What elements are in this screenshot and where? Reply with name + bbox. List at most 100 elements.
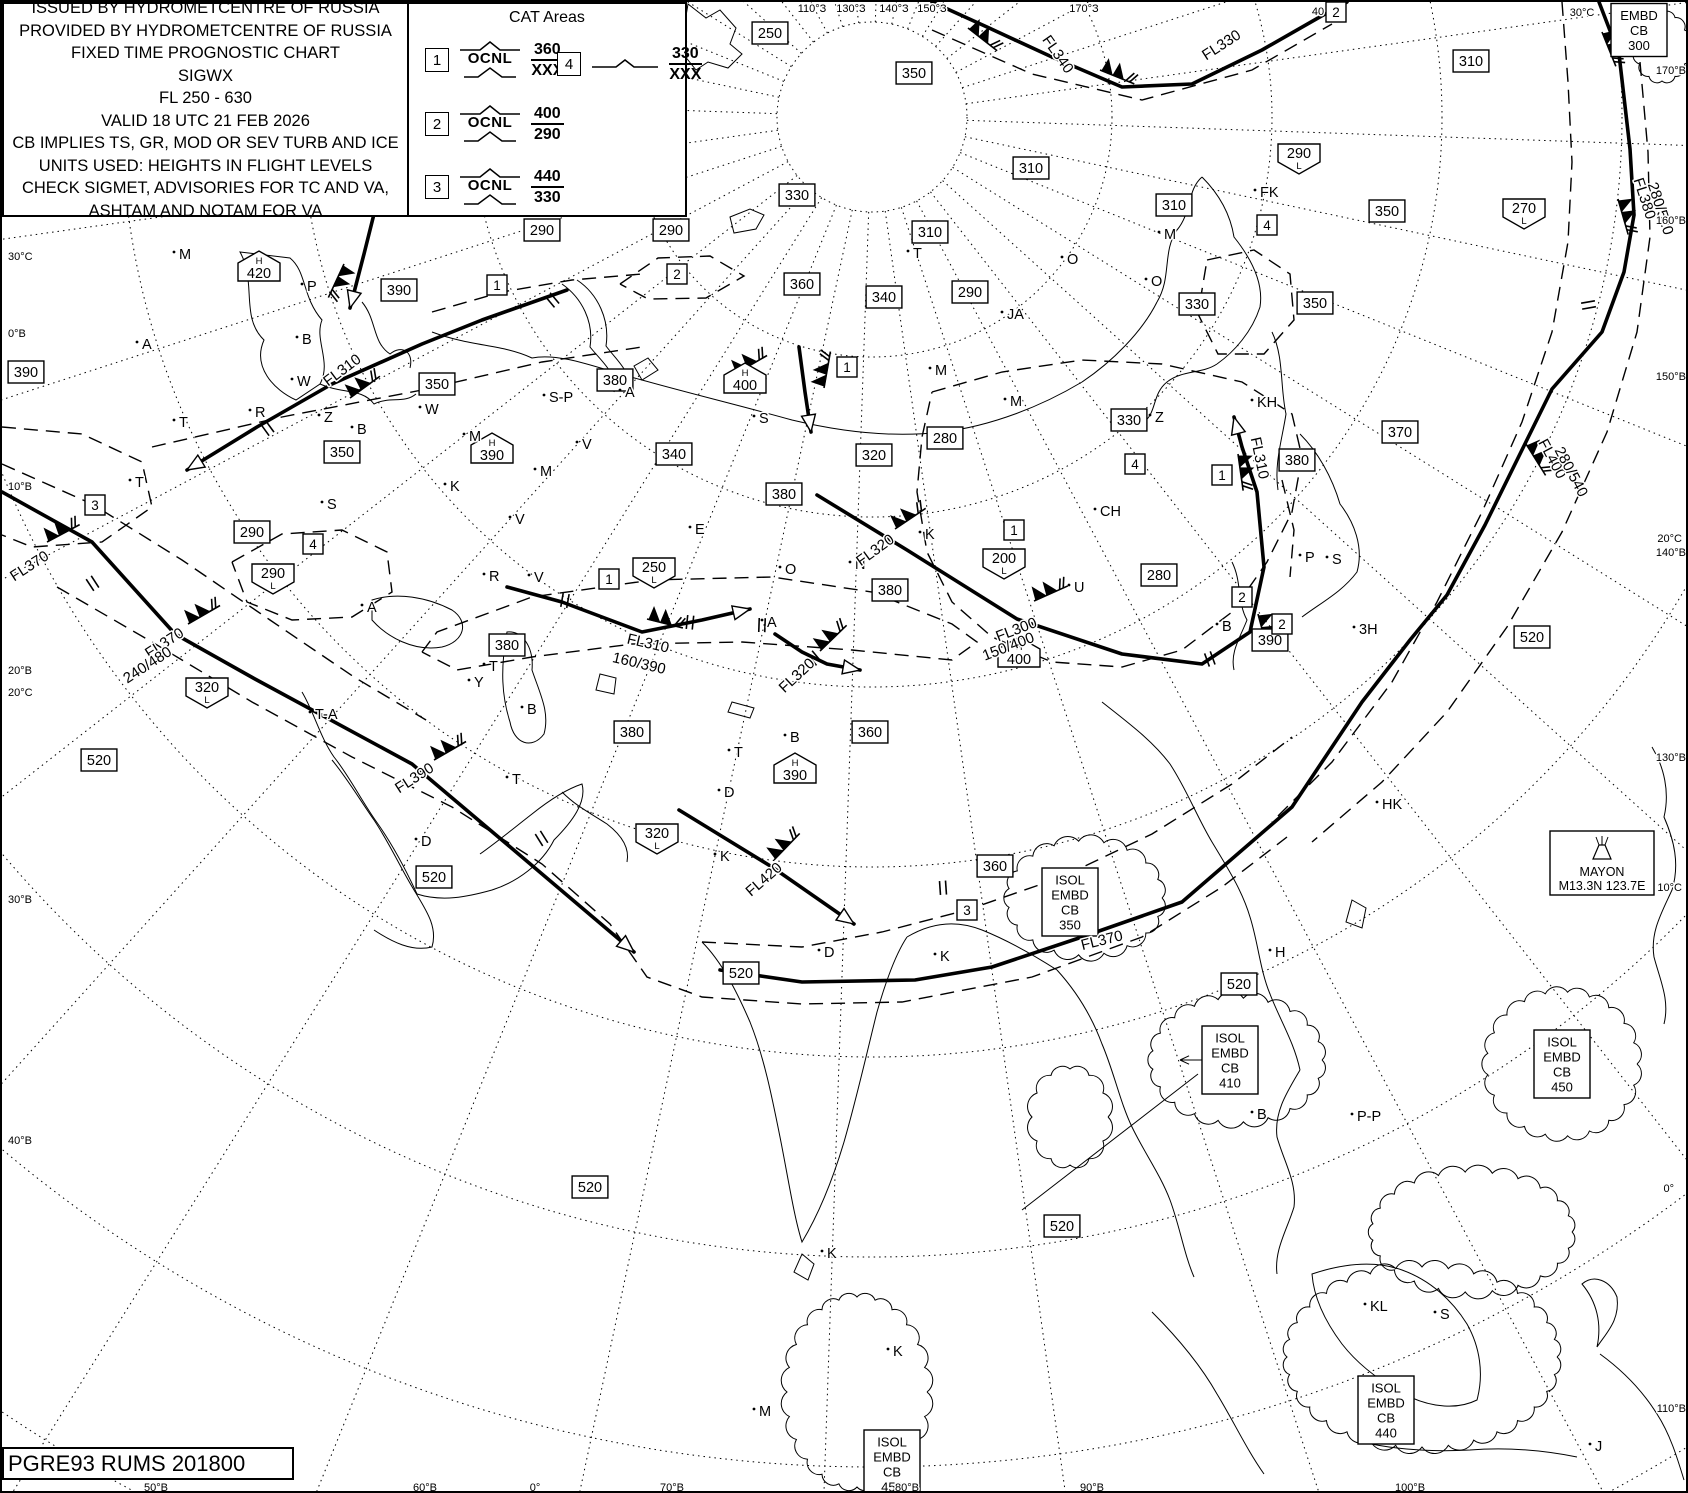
cat-boundary — [56, 586, 1288, 1005]
cat-area-number-box — [1124, 453, 1146, 475]
point-label: P — [1305, 550, 1315, 566]
trop-high-letter: H — [742, 368, 749, 379]
trop-low-letter: L — [1001, 566, 1006, 577]
point-label: Y — [474, 675, 484, 691]
trop-low-letter: L — [204, 695, 209, 706]
cat-area-number: 1 — [843, 360, 851, 375]
cat-areas-legend: CAT Areas 1 OCNL 360 XXX 4 330 XXX 2 — [407, 2, 702, 217]
cat-area-number-box — [1256, 214, 1278, 236]
point-marker — [1325, 555, 1329, 559]
pennant-icon — [1621, 210, 1637, 225]
jet-stream — [2, 490, 636, 954]
point-label: W — [297, 374, 311, 390]
title-line: CHECK SIGMET, ADVISORIES FOR TC AND VA, — [21, 179, 390, 197]
hash-tick — [549, 292, 560, 305]
barb-icon — [370, 370, 374, 382]
cat-area-number-box — [598, 568, 620, 590]
latitude-circle — [776, 21, 968, 213]
point-marker — [1157, 230, 1161, 234]
cb-label-line: EMBD — [1620, 8, 1658, 23]
tropopause-height-box — [1381, 420, 1419, 444]
point-marker — [128, 478, 132, 482]
barb-icon — [70, 517, 73, 529]
tropopause-height-value: 390 — [14, 365, 38, 381]
fl-range: 440 330 — [531, 167, 564, 207]
pennant-icon — [900, 508, 917, 522]
tropopause-low-pentagon — [1277, 143, 1321, 175]
coastline — [361, 301, 412, 369]
barb-icon — [673, 616, 683, 627]
wind-flag-icon — [1525, 439, 1555, 476]
jet-arrowhead — [185, 453, 207, 471]
tropopause-height-box — [7, 360, 45, 384]
fl-top: 360 — [531, 40, 564, 61]
hash-tick — [565, 594, 570, 609]
coastline — [727, 701, 755, 719]
barb-icon — [1625, 225, 1637, 229]
barb-icon — [838, 617, 844, 630]
barb-icon — [992, 42, 1004, 49]
graticule-edge-label: 0°В — [8, 328, 26, 340]
point-marker — [752, 1407, 756, 1411]
pennant-icon — [344, 384, 362, 398]
point-label: B — [357, 422, 367, 438]
tropopause-height-box — [1513, 625, 1551, 649]
point-label: T — [135, 475, 144, 491]
meridian-line — [2, 175, 798, 798]
barb-icon — [1062, 576, 1065, 589]
jet-arrowhead — [615, 934, 636, 954]
jet-arrowhead — [841, 658, 862, 675]
barb-icon — [1612, 57, 1624, 60]
meridian-line — [900, 207, 1319, 1491]
cb-label-line: ISOL — [1055, 873, 1085, 888]
point-label: S — [327, 497, 337, 513]
ocnl-label: OCNL — [467, 114, 513, 131]
tropopause-height-value: 520 — [1520, 630, 1544, 646]
point-label: B — [527, 702, 537, 718]
point-label: KL — [1370, 1299, 1388, 1315]
point-label: M — [540, 464, 552, 480]
point-label: T — [512, 772, 521, 788]
trop-low-value: 250 — [642, 560, 666, 576]
pennant-icon — [1532, 449, 1547, 467]
graticule-edge-label: 40 — [1312, 6, 1324, 18]
hash-tick — [944, 880, 948, 895]
cat-area-number-box — [836, 356, 858, 378]
graticule-edge-label: 110°В — [1657, 1403, 1686, 1415]
volcano-box — [1549, 830, 1655, 896]
point-marker — [482, 572, 486, 576]
point-label: Z — [1155, 410, 1164, 426]
barb-icon — [373, 368, 377, 380]
wind-flag-icon — [890, 499, 927, 530]
volcano-plume — [1604, 836, 1609, 846]
tropopause-height-box — [976, 854, 1014, 878]
point-marker — [783, 733, 787, 737]
point-marker — [1003, 397, 1007, 401]
point-label: S — [759, 411, 769, 427]
coastline — [502, 631, 547, 744]
tropopause-low-pentagon — [185, 677, 229, 709]
title-line: ASHTAM AND NOTAM FOR VA — [88, 201, 323, 220]
meridian-line — [823, 211, 870, 1491]
pennant-icon — [354, 377, 372, 391]
pennant-icon — [821, 629, 840, 643]
point-label: T — [734, 745, 743, 761]
graticule-edge-label: 20°С — [1657, 533, 1682, 545]
cat-area-4-legend: 4 330 XXX — [557, 44, 702, 84]
graticule-edge-label: 30°С — [8, 251, 33, 263]
point-marker — [172, 418, 176, 422]
fl-bottom: XXX — [669, 66, 702, 83]
graticule-edge-label: 10°С — [1657, 882, 1682, 894]
turbulence-chevron-icon — [464, 67, 516, 78]
point-label: H — [1275, 945, 1285, 961]
trop-low-value: 320 — [645, 826, 669, 842]
hash-tick — [85, 578, 95, 592]
cat-area-2-legend: 2 OCNL 400 290 — [425, 104, 564, 144]
jet-stream — [185, 288, 569, 472]
pennant-icon — [1239, 467, 1255, 480]
cat-1-number: 1 — [425, 48, 449, 72]
cat-boundary — [931, 23, 1333, 101]
cb-label-line: CB — [1630, 23, 1648, 38]
point-label: M — [469, 429, 481, 445]
pennant-icon — [1112, 62, 1124, 81]
